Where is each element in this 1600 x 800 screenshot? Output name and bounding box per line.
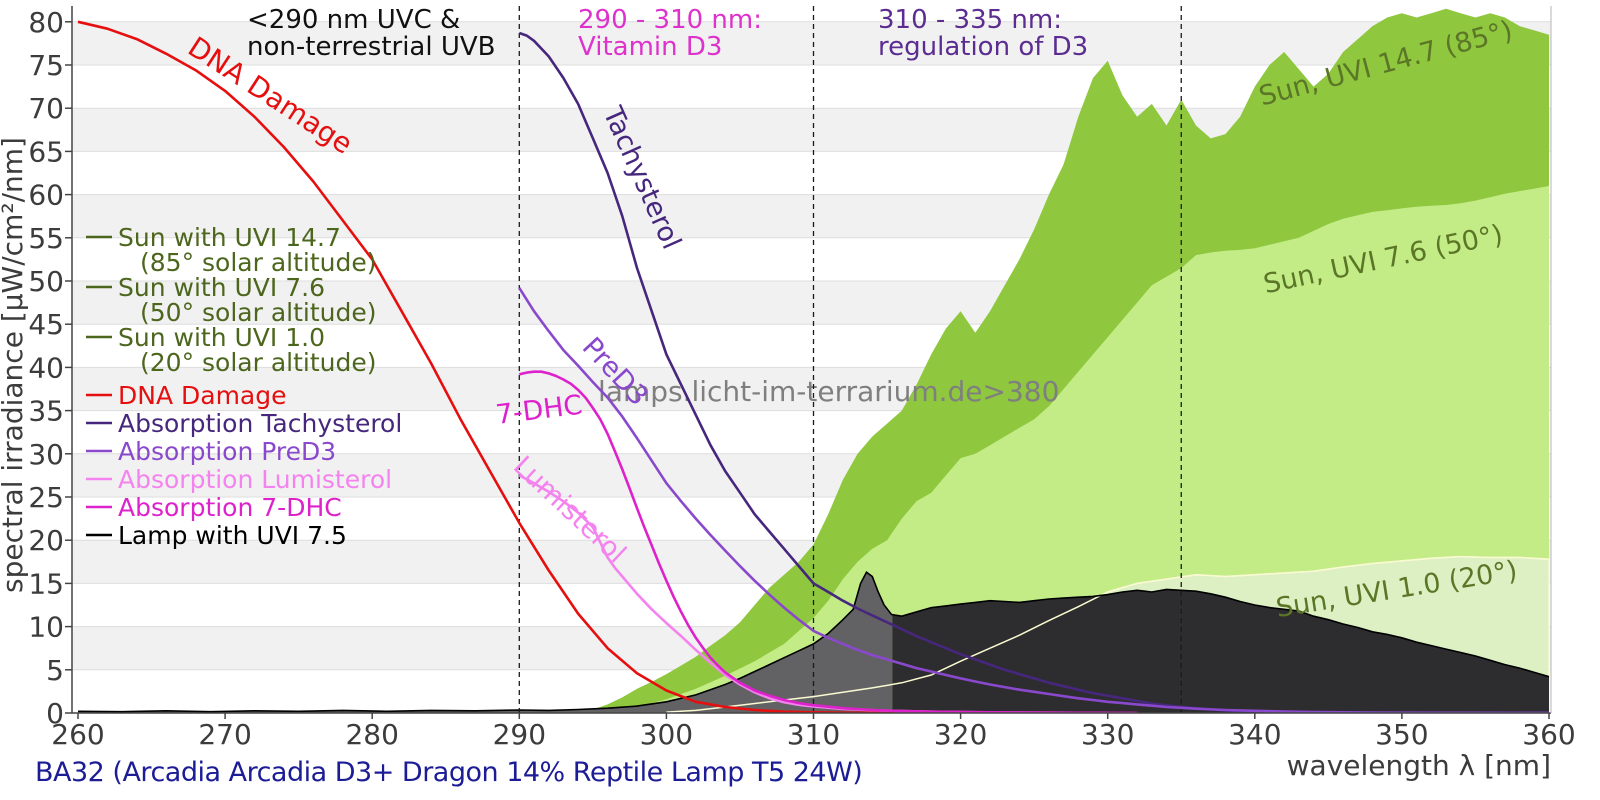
y-tick-label: 60: [28, 179, 64, 212]
x-tick-label: 320: [934, 718, 987, 751]
regulation-note-line2: regulation of D3: [878, 32, 1088, 62]
vitd3-note-line2: Vitamin D3: [578, 32, 722, 62]
y-tick-label: 50: [28, 265, 64, 298]
x-tick-label: 330: [1081, 718, 1134, 751]
legend-label-lamp: Lamp with UVI 7.5: [118, 521, 347, 550]
y-tick-label: 70: [28, 92, 64, 125]
area-lamp-uvb: [78, 572, 893, 713]
y-tick-label: 30: [28, 438, 64, 471]
y-tick-label: 40: [28, 351, 64, 384]
x-axis-label: wavelength λ [nm]: [1287, 749, 1551, 782]
regulation-note-line1: 310 - 335 nm:: [878, 5, 1062, 35]
x-tick-label: 290: [493, 718, 546, 751]
watermark: lamps.licht-im-terrarium.de>380: [598, 375, 1059, 408]
x-tick-label: 280: [345, 718, 398, 751]
y-axis-label: spectral irradiance [µW/cm²/nm]: [0, 137, 29, 593]
legend-label-lumisterol: Absorption Lumisterol: [118, 465, 392, 494]
uvc-note-line2: non-terrestrial UVB: [247, 32, 496, 62]
curve-7dhc: [519, 370, 1138, 713]
y-tick-label: 15: [28, 567, 64, 600]
legend-label-7dhc: Absorption 7-DHC: [118, 493, 342, 522]
y-tick-label: 0: [46, 697, 64, 730]
curve-pred3: [518, 287, 1550, 713]
y-tick-label: 55: [28, 222, 64, 255]
y-tick-label: 20: [28, 524, 64, 557]
legend-label-sun-10: Sun with UVI 1.0: [118, 323, 325, 352]
y-tick-label: 10: [28, 611, 64, 644]
legend-label2-sun-10: (20° solar altitude): [140, 348, 377, 377]
legend-label2-sun-76: (50° solar altitude): [140, 298, 377, 327]
y-tick-label: 45: [28, 308, 64, 341]
x-tick-label: 360: [1522, 718, 1575, 751]
curve-dna-damage: [77, 20, 961, 713]
vitd3-note-line1: 290 - 310 nm:: [578, 5, 762, 35]
y-tick-label: 75: [28, 49, 64, 82]
legend-label-dna: DNA Damage: [118, 381, 287, 410]
sun-uvi-10-edge: [666, 555, 1550, 713]
legend-label2-sun-147: (85° solar altitude): [140, 248, 377, 277]
legend-label-tachysterol: Absorption Tachysterol: [118, 409, 402, 438]
x-tick-label: 260: [51, 718, 104, 751]
uvc-note-line1: <290 nm UVC &: [247, 5, 460, 35]
x-tick-label: 340: [1228, 718, 1281, 751]
y-tick-label: 25: [28, 481, 64, 514]
x-tick-label: 310: [787, 718, 840, 751]
area-lamp-main: [892, 589, 1549, 713]
legend-label-sun-76: Sun with UVI 7.6: [118, 273, 325, 302]
y-tick-label: 35: [28, 395, 64, 428]
y-tick-label: 5: [46, 654, 64, 687]
legend: Sun with UVI 14.7(85° solar altitude)Sun…: [86, 223, 402, 550]
plot-area: lamps.licht-im-terrarium.de>380: [77, 6, 1550, 713]
axes: 260 270 280 290 300 310 320 330 340 350 360 0 5 10 15 2…: [0, 6, 1576, 782]
y-tick-label: 65: [28, 135, 64, 168]
chart-title: BA32 (Arcadia Arcadia D3+ Dragon 14% Rep…: [35, 757, 863, 788]
legend-label-sun-147: Sun with UVI 14.7: [118, 223, 341, 252]
x-tick-label: 350: [1375, 718, 1428, 751]
lamp-edge: [77, 571, 1550, 713]
x-tick-label: 300: [640, 718, 693, 751]
y-tick-label: 80: [28, 6, 64, 39]
legend-label-pred3: Absorption PreD3: [118, 437, 336, 466]
x-tick-label: 270: [198, 718, 251, 751]
